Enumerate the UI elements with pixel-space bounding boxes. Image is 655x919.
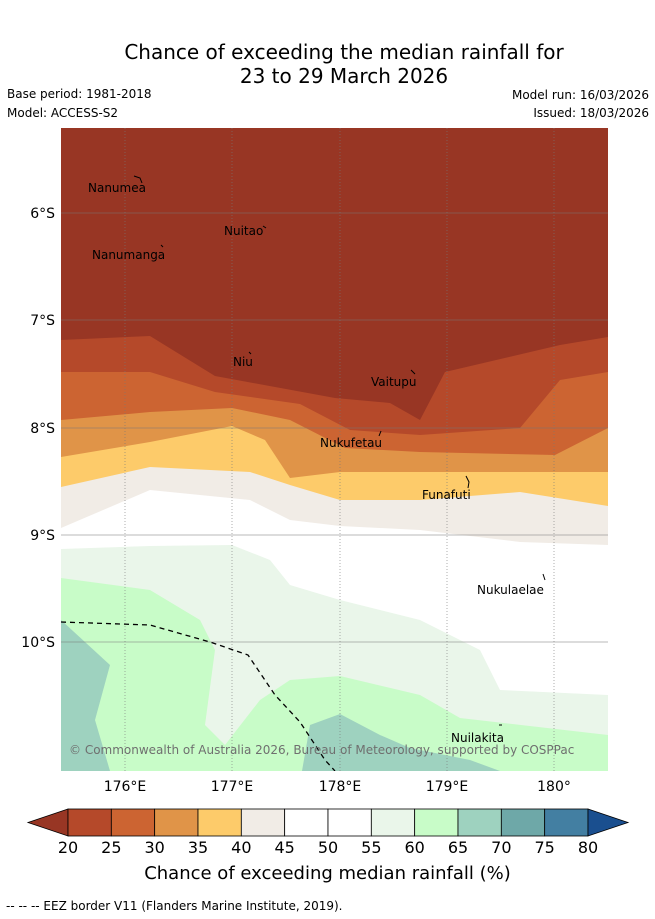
island-shape-nanumanga [160,244,164,248]
band-65-70-west [61,620,110,771]
label-nuilakita: Nuilakita [451,731,504,745]
label-nanumea: Nanumea [88,181,146,195]
colorbar-tick-label: 70 [491,838,511,857]
title-line-1: Chance of exceeding the median rainfall … [124,40,564,64]
lon-axis: 176°E 177°E 178°E 179°E 180° [104,779,571,795]
island-shape-nuitao [262,225,267,229]
island-shape-nanumea [133,175,143,184]
island-shape-nukulaelae [542,573,546,581]
colorbar-segment [327,808,372,837]
colorbar-segment [240,808,286,837]
label-nukufetau: Nukufetau [320,436,382,450]
label-niu: Niu [233,355,253,369]
lat-label: 10°S [21,635,55,651]
model-name: Model: ACCESS-S2 [7,106,119,120]
colorbar-segment [110,808,156,837]
label-nuitao: Nuitao [224,224,263,238]
colorbar-segment [370,808,416,837]
colorbar-segment [154,808,199,837]
colorbar-segment [414,808,459,837]
graticule [61,128,608,771]
colorbar-segment [284,808,329,837]
colorbar-extend-low [26,808,69,837]
island-shape-funafuti [465,475,470,489]
colorbar-segment [197,808,242,837]
lat-label: 7°S [30,313,55,329]
island-labels: Nanumea Nuitao Nanumanga Niu Vaitupu Nuk… [88,181,544,745]
lon-label: 180° [537,779,571,795]
label-vaitupu: Vaitupu [371,375,417,389]
colorbar-label: Chance of exceeding median rainfall (%) [144,863,511,884]
lat-label: 9°S [30,528,55,544]
lat-label: 8°S [30,421,55,437]
label-nukulaelae: Nukulaelae [477,583,544,597]
colorbar-tick-label: 40 [231,838,251,857]
colorbar-tick-label: 25 [101,838,121,857]
lon-label: 177°E [211,779,254,795]
chart-title: Chance of exceeding the median rainfall … [0,40,655,88]
lon-label: 179°E [426,779,469,795]
colorbar-tick-label: 30 [144,838,164,857]
island-shape-niu [248,351,252,355]
label-funafuti: Funafuti [422,488,471,502]
eez-border [61,621,336,771]
colorbar-tick-label: 80 [578,838,598,857]
model-run: Model run: 16/03/2026 [511,88,649,102]
colorbar-segment [544,808,589,837]
band-65-70-south [302,714,500,771]
lat-label: 6°S [30,206,55,222]
colorbar-tick-label: 60 [404,838,424,857]
colorbar-tick-label: 20 [58,838,78,857]
island-shape-nukufetau [378,430,382,437]
colorbar-tick-label: 35 [188,838,208,857]
copyright-notice: © Commonwealth of Australia 2026, Bureau… [69,743,574,757]
colorbar-segment [500,808,546,837]
colorbar-extend-high [587,808,630,837]
lon-label: 178°E [319,779,362,795]
label-nanumanga: Nanumanga [92,248,165,262]
lat-axis: 6°S 7°S 8°S 9°S 10°S [21,206,55,651]
colorbar-segment [67,808,112,837]
colorbar-tick-label: 65 [448,838,468,857]
band-60-65 [61,578,608,771]
lon-label: 176°E [104,779,147,795]
colorbar-tick-label: 45 [274,838,294,857]
island-shape-vaitupu [410,369,416,375]
island-shapes [133,175,546,726]
contour-fill: Nanumea Nuitao Nanumanga Niu Vaitupu Nuk… [61,128,608,771]
eez-note: -- -- -- EEZ border V11 (Flanders Marine… [6,899,343,913]
colorbar-tick-label: 75 [534,838,554,857]
colorbar: 20 25 30 35 40 45 50 55 60 65 70 75 80 [26,808,630,857]
colorbar-segment [457,808,502,837]
base-period: Base period: 1981-2018 [7,87,152,101]
colorbar-tick-label: 55 [361,838,381,857]
title-line-2: 23 to 29 March 2026 [239,64,449,88]
colorbar-tick-label: 50 [318,838,338,857]
issued-date: Issued: 18/03/2026 [533,106,649,120]
